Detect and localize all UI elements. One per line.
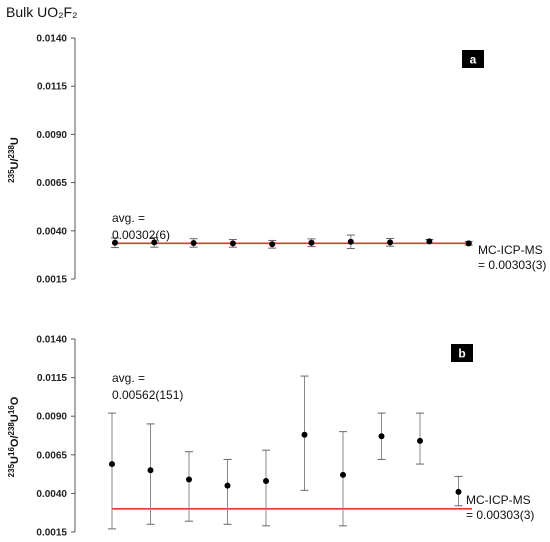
y-axis-label-sup: 238 [7, 422, 16, 436]
avg-annotation: avg. = [112, 211, 145, 225]
y-axis-label-sup: 235 [7, 463, 16, 477]
y-axis-label-part: U [9, 137, 21, 145]
y-axis-label-part: U/ [9, 158, 21, 169]
y-tick-label: 0.0090 [36, 130, 67, 141]
y-axis-label: 235U/238U [7, 137, 21, 183]
y-tick-label: 0.0065 [36, 178, 67, 189]
y-axis-label-sup: 238 [7, 145, 16, 159]
y-tick-label: 0.0090 [36, 412, 67, 423]
y-axis-label-part: O/ [9, 435, 21, 447]
data-point [147, 467, 154, 474]
panel-badge [451, 344, 473, 362]
y-tick-label: 0.0065 [36, 450, 67, 461]
avg-annotation: avg. = [112, 371, 145, 385]
y-axis-label: 235U16O/238U16O [7, 396, 21, 477]
data-point [112, 239, 118, 246]
chart-panel-b: 0.01400.01150.00900.00650.00400.0015235U… [7, 335, 534, 539]
data-point [151, 239, 158, 246]
data-point [455, 488, 462, 495]
y-axis-label-sup: 16 [7, 405, 16, 414]
figure-title: Bulk UO₂F₂ [6, 4, 78, 20]
y-tick-label: 0.0040 [36, 226, 67, 237]
data-point [263, 478, 269, 485]
reference-annotation: = 0.00303(3) [478, 258, 546, 272]
data-point [109, 461, 115, 468]
data-point [190, 239, 197, 246]
data-point [417, 437, 423, 444]
y-axis-label-part: U [9, 456, 21, 464]
data-point [224, 482, 231, 489]
reference-annotation: MC-ICP-MS [466, 493, 531, 507]
data-point [465, 240, 472, 247]
panel-badge [462, 50, 484, 68]
avg-annotation: 0.00302(6) [112, 228, 170, 242]
y-tick-label: 0.0015 [36, 528, 67, 539]
y-axis-label-sup: 235 [7, 169, 16, 183]
y-tick-label: 0.0140 [36, 335, 67, 346]
data-point [301, 431, 308, 438]
avg-annotation: 0.00562(151) [112, 388, 183, 402]
y-tick-label: 0.0140 [36, 34, 67, 45]
data-point [347, 238, 354, 245]
data-point [378, 433, 385, 440]
y-tick-label: 0.0115 [37, 82, 67, 93]
data-point [308, 239, 315, 246]
data-point [186, 476, 192, 483]
data-point [387, 239, 394, 246]
reference-annotation: MC-ICP-MS [478, 243, 543, 257]
y-tick-label: 0.0015 [36, 275, 67, 286]
data-point [229, 240, 236, 247]
chart-panel-a: 0.01400.01150.00900.00650.00400.0015235U… [7, 34, 546, 286]
panel-badge-label: a [470, 53, 477, 67]
data-point [426, 238, 433, 245]
y-axis-label-sup: 16 [7, 447, 16, 456]
y-axis-label-part: O [9, 396, 21, 405]
panel-badge-label: b [458, 347, 465, 361]
y-axis-label-part: U [9, 414, 21, 422]
reference-annotation: = 0.00303(3) [466, 508, 534, 522]
data-point [269, 241, 276, 248]
y-tick-label: 0.0115 [37, 373, 67, 384]
y-tick-label: 0.0040 [36, 489, 67, 500]
data-point [340, 471, 346, 478]
